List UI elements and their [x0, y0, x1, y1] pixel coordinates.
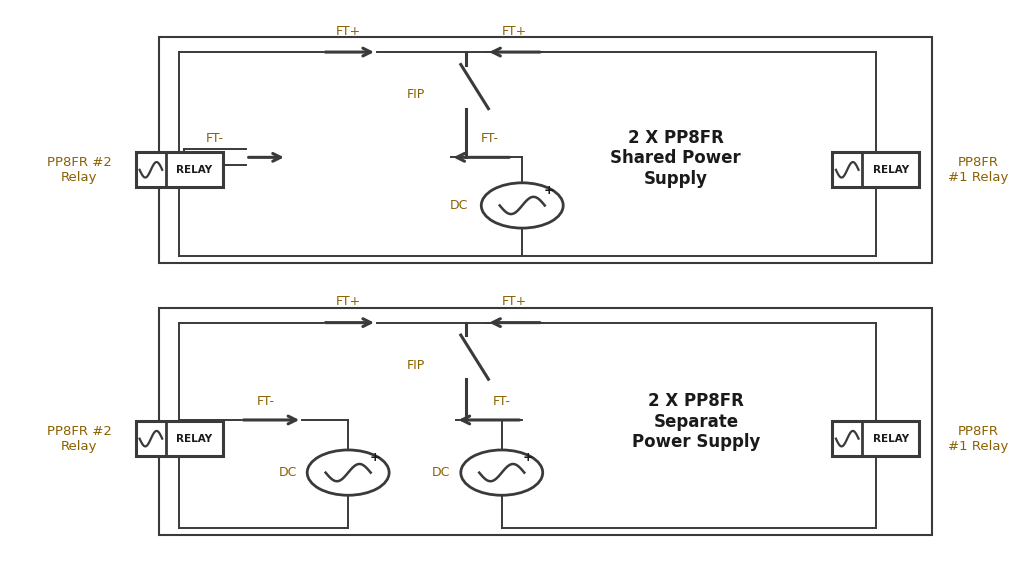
Text: DC: DC	[450, 199, 468, 212]
Text: PP8FR #2
Relay: PP8FR #2 Relay	[47, 156, 112, 184]
Text: FIP: FIP	[407, 359, 425, 371]
Text: DC: DC	[279, 466, 297, 479]
Text: +: +	[370, 452, 380, 464]
Text: FT-: FT-	[480, 132, 499, 145]
Bar	[831, 152, 920, 187]
Text: FT-: FT-	[206, 132, 224, 145]
Text: DC: DC	[432, 466, 451, 479]
Text: FT+: FT+	[502, 295, 526, 308]
Text: FT+: FT+	[336, 295, 360, 308]
Bar	[135, 421, 222, 456]
Text: RELAY: RELAY	[872, 434, 909, 444]
Text: +: +	[544, 185, 554, 197]
Text: FT+: FT+	[336, 25, 360, 38]
Text: PP8FR
#1 Relay: PP8FR #1 Relay	[948, 156, 1009, 184]
Circle shape	[461, 450, 543, 495]
Text: PP8FR
#1 Relay: PP8FR #1 Relay	[948, 424, 1009, 453]
Text: FT-: FT-	[493, 395, 511, 408]
Text: FT+: FT+	[502, 25, 526, 38]
Text: RELAY: RELAY	[176, 165, 213, 175]
Text: FT-: FT-	[257, 395, 275, 408]
Bar	[159, 308, 932, 535]
Text: RELAY: RELAY	[872, 165, 909, 175]
Bar	[159, 37, 932, 263]
Text: 2 X PP8FR
Separate
Power Supply: 2 X PP8FR Separate Power Supply	[632, 392, 761, 452]
Text: PP8FR #2
Relay: PP8FR #2 Relay	[47, 424, 112, 453]
Text: 2 X PP8FR
Shared Power
Supply: 2 X PP8FR Shared Power Supply	[610, 128, 741, 188]
Text: +: +	[523, 452, 534, 464]
Circle shape	[481, 183, 563, 228]
Bar	[135, 152, 222, 187]
Text: RELAY: RELAY	[176, 434, 213, 444]
Text: FIP: FIP	[407, 88, 425, 101]
Circle shape	[307, 450, 389, 495]
Bar	[831, 421, 920, 456]
